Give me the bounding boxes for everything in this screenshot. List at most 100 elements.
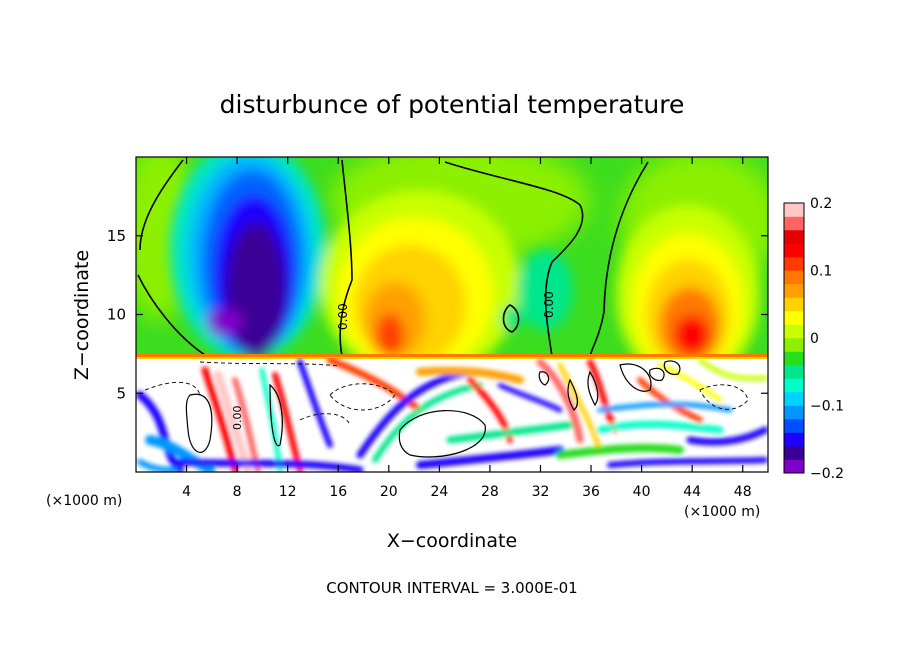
colorbar-swatch <box>784 257 804 271</box>
x-tick-label: 32 <box>532 484 550 500</box>
y-tick-label: 15 <box>107 227 126 245</box>
colorbar-tick-label: 0.2 <box>810 196 832 212</box>
contour-label: 0.00 <box>542 291 556 318</box>
colorbar-swatch <box>784 270 804 285</box>
turbulent-streak <box>326 358 424 414</box>
colorbar-swatch <box>784 351 804 366</box>
neutral-patch <box>517 250 573 330</box>
turbulent-streak <box>446 421 574 444</box>
turbulent-streak <box>556 443 684 459</box>
turbulent-streak <box>497 382 563 413</box>
contour-line <box>619 363 652 392</box>
warm-anomaly <box>674 315 710 355</box>
upper-field: 0.00 0.00 <box>136 157 768 358</box>
turbulent-streak <box>145 435 215 472</box>
contour-line <box>269 383 283 447</box>
x-tick-label: 36 <box>582 484 600 500</box>
y-tick-label: 5 <box>116 384 126 402</box>
turbulent-streak <box>136 391 184 472</box>
contour-interval-note: CONTOUR INTERVAL = 3.000E-01 <box>326 579 577 597</box>
colorbar-swatch <box>784 230 804 244</box>
colorbar-swatch <box>784 297 804 312</box>
x-tick-label: 48 <box>734 484 752 500</box>
zero-contour <box>137 274 206 356</box>
y-tick-label: 10 <box>107 306 126 324</box>
turbulent-streak <box>356 368 474 459</box>
contour-line <box>567 378 579 411</box>
colorbar-swatch <box>784 338 804 352</box>
colorbar-swatch <box>784 405 804 420</box>
chart-title: disturbunce of potential temperature <box>220 90 685 119</box>
x-tick-label: 24 <box>430 484 448 500</box>
colorbar-tick-label: 0.1 <box>810 264 832 280</box>
cold-plume <box>207 308 243 336</box>
contour-line <box>185 393 213 453</box>
colorbar-swatch <box>784 243 804 258</box>
contour-label: 0.00 <box>231 406 244 431</box>
x-unit-right: (×1000 m) <box>684 504 760 520</box>
colorbar-swatch <box>784 311 804 325</box>
turbulent-streak <box>607 457 768 468</box>
y-axis-label: Z−coordinate <box>71 250 93 380</box>
x-tick-label: 40 <box>633 484 651 500</box>
colorbar-swatch <box>784 203 804 217</box>
colorbar-tick-label: −0.2 <box>810 466 844 482</box>
colorbar-swatch <box>784 378 804 393</box>
y-axis: 5 10 15 <box>107 227 768 402</box>
turbulent-streak <box>297 359 333 448</box>
colorbar-swatch <box>784 216 804 231</box>
negative-contour <box>144 381 201 396</box>
negative-contour <box>329 383 396 411</box>
negative-contour <box>299 413 351 426</box>
x-unit-left: (×1000 m) <box>46 493 122 509</box>
upper-contours <box>137 159 649 357</box>
colorbar-swatch <box>784 459 804 474</box>
contour-line <box>649 367 665 381</box>
turbulent-streak <box>686 426 768 446</box>
colorbar-frame <box>783 202 805 474</box>
colorbar-swatch <box>784 419 804 433</box>
colorbar-swatch <box>784 284 804 298</box>
colorbar-labels: 0.2 0.1 0 −0.1 −0.2 <box>810 196 844 482</box>
dashed-contours <box>144 361 749 426</box>
turbulent-streak <box>657 362 723 403</box>
turbulent-streak <box>416 366 524 384</box>
colorbar-swatch <box>784 392 804 406</box>
colorbar-tick-label: 0 <box>810 331 819 347</box>
turbulent-streak <box>536 358 584 444</box>
turbulent-streak <box>597 401 733 413</box>
zero-contour <box>502 304 520 333</box>
turbulent-streak <box>137 459 178 472</box>
zero-contour <box>589 161 649 357</box>
colorbar-tick-label: −0.1 <box>810 399 844 415</box>
turbulent-streak <box>557 362 603 453</box>
x-tick-label: 44 <box>683 484 701 500</box>
x-axis: 4 8 12 16 20 24 28 32 36 40 44 48 <box>182 157 752 500</box>
negative-contour <box>199 361 341 367</box>
x-tick-label: 16 <box>329 484 347 500</box>
cold-plume <box>226 222 286 358</box>
turbulent-streak <box>697 358 768 381</box>
zero-contour <box>339 159 353 357</box>
x-tick-label: 28 <box>481 484 499 500</box>
x-tick-label: 20 <box>380 484 398 500</box>
colorbar-swatch <box>784 446 804 460</box>
contour-line <box>663 360 681 375</box>
turbulent-streak <box>416 446 564 469</box>
x-axis-label: X−coordinate <box>387 530 517 552</box>
lower-field: 0.00 <box>136 358 768 472</box>
x-tick-label: 8 <box>233 484 242 500</box>
colorbar <box>784 203 804 474</box>
turbulent-streak <box>372 382 483 463</box>
turbulent-streak <box>596 420 724 434</box>
turbulent-streak <box>201 366 239 472</box>
interface-band <box>136 354 768 359</box>
contour-line <box>398 409 486 458</box>
colorbar-swatch <box>784 432 804 447</box>
lower-contours <box>185 360 681 458</box>
colorbar-swatch <box>784 324 804 339</box>
zero-contour <box>139 159 184 251</box>
contour-line <box>587 370 599 407</box>
contour-line <box>538 371 550 386</box>
